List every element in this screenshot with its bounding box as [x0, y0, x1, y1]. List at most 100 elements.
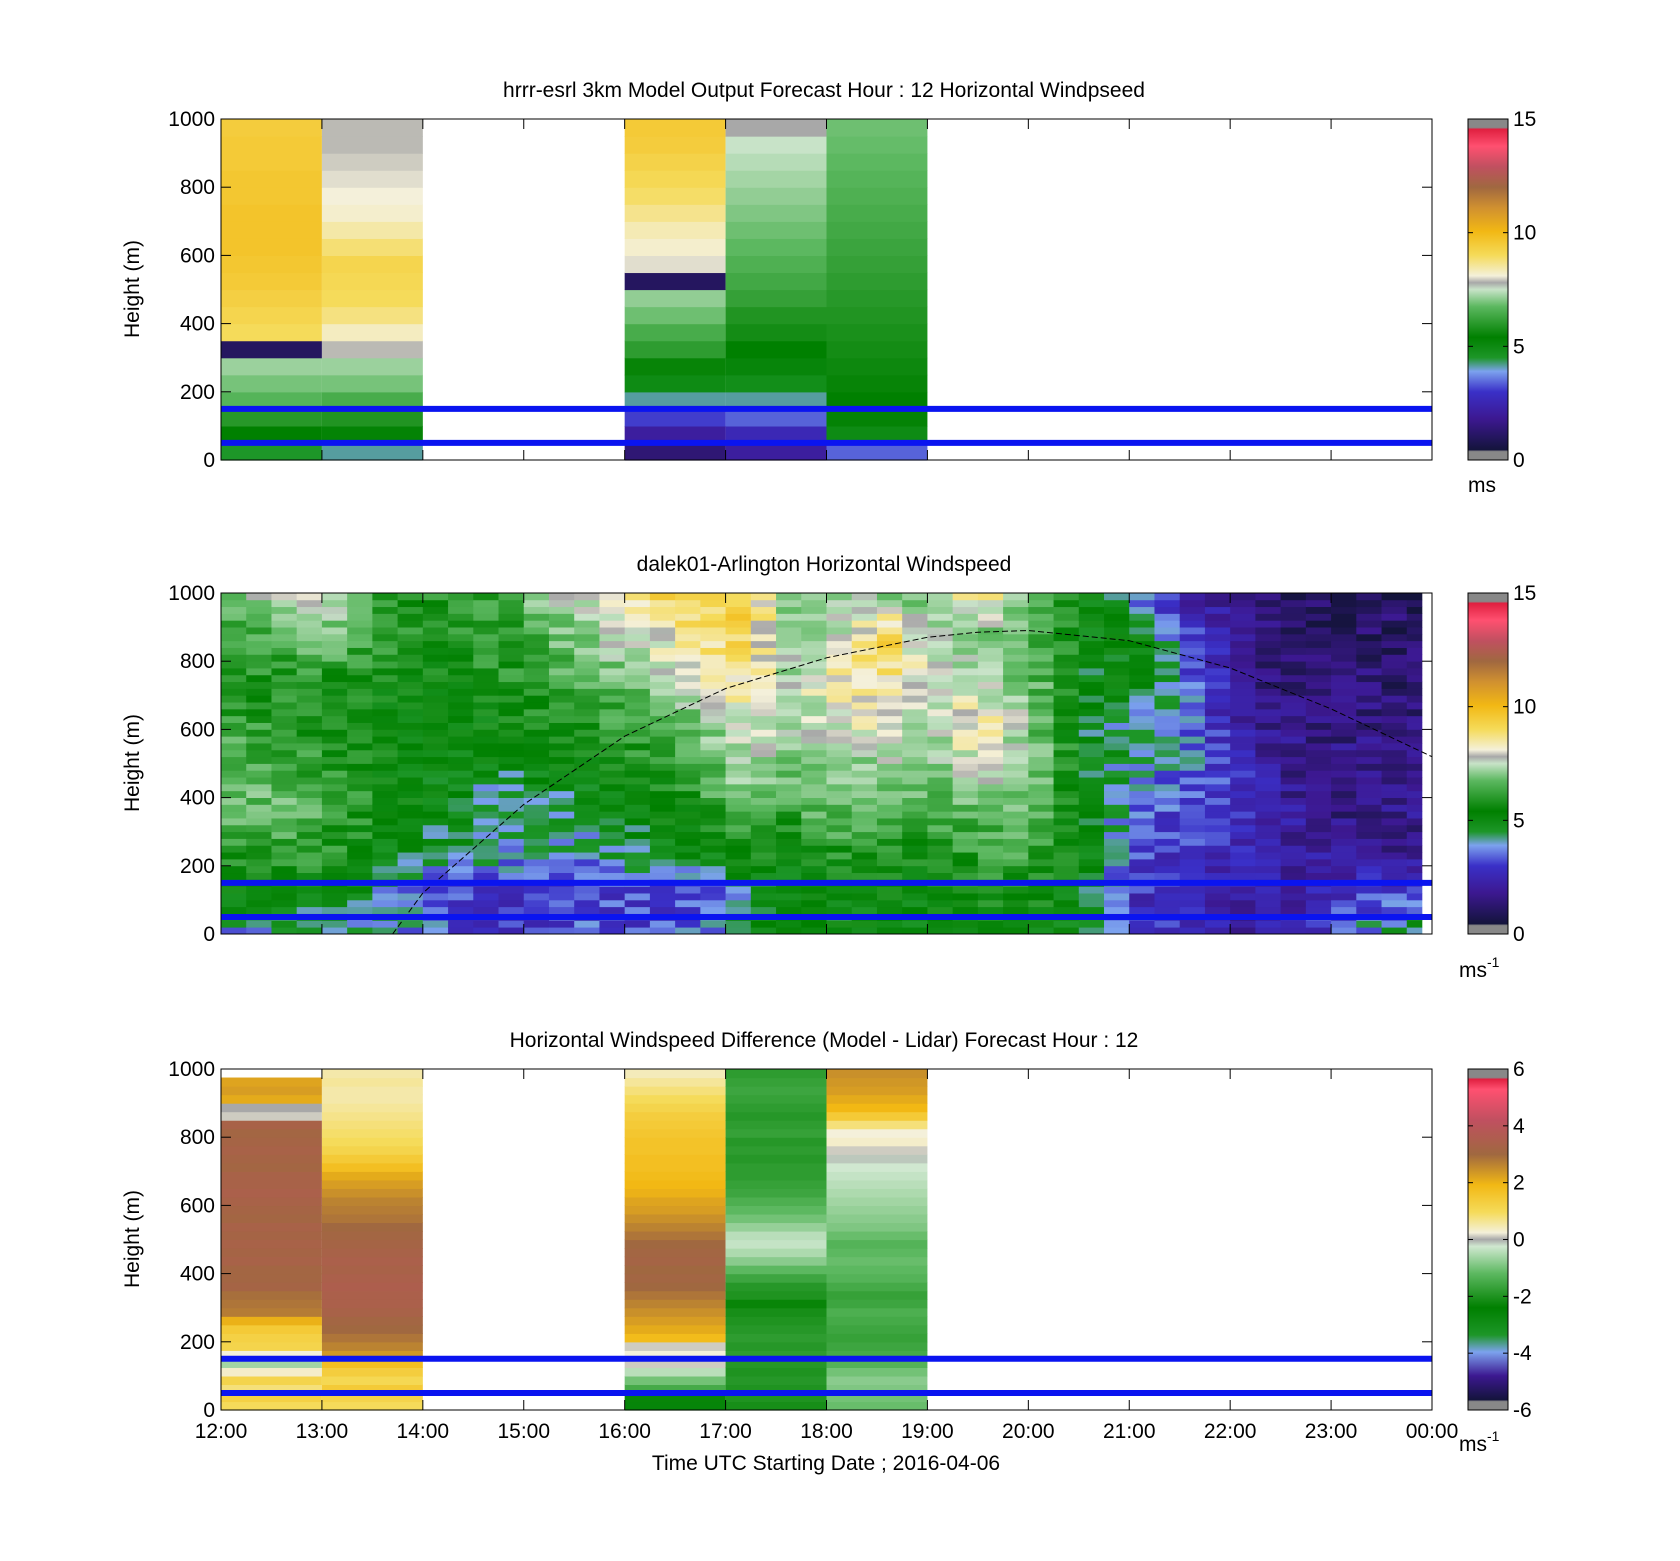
- heatmap-cell: [1129, 783, 1155, 792]
- heatmap-cell: [1255, 838, 1282, 846]
- heatmap-cell: [321, 811, 348, 819]
- heatmap-cell: [1053, 702, 1080, 710]
- heatmap-cell: [1078, 777, 1105, 785]
- heatmap-cell: [902, 756, 928, 764]
- heatmap-cell: [422, 640, 449, 648]
- heatmap-cell: [649, 865, 676, 874]
- heatmap-cell: [1230, 824, 1256, 833]
- heatmap-cell: [221, 1265, 322, 1275]
- heatmap-cell: [1154, 858, 1181, 867]
- heatmap-cell: [725, 927, 752, 935]
- heatmap-cell: [473, 661, 499, 669]
- heatmap-cell: [1154, 886, 1181, 894]
- heatmap-cell: [574, 865, 600, 874]
- heatmap-cell: [876, 770, 903, 778]
- heatmap-cell: [1154, 770, 1181, 778]
- x-tick-label: 17:00: [699, 1420, 752, 1443]
- heatmap-cell: [271, 715, 298, 723]
- heatmap-cell: [624, 1086, 726, 1096]
- heatmap-cell: [397, 668, 424, 676]
- heatmap-cell: [776, 845, 802, 853]
- heatmap-cell: [624, 1290, 726, 1300]
- heatmap-cell: [1331, 797, 1357, 805]
- heatmap-cell: [221, 797, 247, 805]
- heatmap-cell: [296, 852, 323, 860]
- heatmap-cell: [599, 702, 626, 710]
- heatmap-cell: [296, 695, 323, 703]
- x-tick-label: 15:00: [497, 1420, 550, 1443]
- heatmap-cell: [1003, 661, 1029, 669]
- heatmap-cell: [548, 708, 575, 717]
- heatmap-cell: [574, 708, 600, 717]
- heatmap-cell: [826, 708, 853, 717]
- heatmap-cell: [624, 1375, 726, 1386]
- heatmap-cell: [1331, 804, 1357, 812]
- colorbar-tick-label: 10: [1513, 222, 1536, 245]
- heatmap-cell: [1255, 818, 1282, 826]
- heatmap-cell: [1053, 838, 1080, 846]
- heatmap-cell: [1356, 893, 1382, 901]
- heatmap-cell: [1280, 865, 1307, 874]
- heatmap-cell: [801, 763, 827, 771]
- model-panel: hrrr-esrl 3km Model Output Forecast Hour…: [121, 79, 1536, 497]
- heatmap-cell: [675, 927, 701, 935]
- heatmap-cell: [321, 899, 348, 908]
- heatmap-cell: [523, 872, 550, 880]
- heatmap-cell: [347, 763, 373, 771]
- heatmap-cell: [1154, 606, 1181, 614]
- heatmap-cell: [448, 845, 474, 853]
- heatmap-cell: [1255, 688, 1282, 696]
- heatmap-cell: [902, 790, 928, 798]
- heatmap-cell: [599, 688, 626, 696]
- heatmap-cell: [826, 674, 853, 683]
- heatmap-cell: [221, 893, 247, 901]
- heatmap-cell: [725, 831, 752, 839]
- heatmap-cell: [624, 1333, 726, 1343]
- heatmap-cell: [1356, 886, 1382, 894]
- heatmap-cell: [776, 722, 802, 730]
- heatmap-cell: [221, 743, 247, 751]
- heatmap-cell: [801, 899, 827, 908]
- heatmap-cell: [649, 688, 676, 696]
- heatmap-cell: [448, 811, 474, 819]
- heatmap-cell: [977, 818, 1004, 826]
- heatmap-cell: [321, 408, 423, 427]
- heatmap-cell: [649, 681, 676, 689]
- heatmap-cell: [422, 599, 449, 608]
- heatmap-cell: [624, 1401, 726, 1411]
- heatmap-cell: [1154, 831, 1181, 839]
- heatmap-cell: [296, 627, 323, 635]
- heatmap-cell: [750, 702, 777, 710]
- heatmap-cell: [221, 640, 247, 648]
- heatmap-cell: [1078, 647, 1105, 655]
- heatmap-cell: [700, 824, 726, 833]
- heatmap-cell: [801, 729, 827, 737]
- heatmap-cell: [927, 831, 954, 839]
- heatmap-cell: [372, 838, 399, 846]
- heatmap-cell: [1104, 831, 1130, 839]
- heatmap-cell: [851, 593, 878, 601]
- heatmap-cell: [473, 599, 499, 608]
- heatmap-cell: [246, 858, 272, 867]
- heatmap-cell: [422, 886, 449, 894]
- heatmap-cell: [675, 906, 701, 914]
- heatmap-cell: [221, 1213, 322, 1224]
- heatmap-cell: [523, 661, 550, 669]
- heatmap-cell: [1053, 777, 1080, 785]
- heatmap-cell: [498, 763, 525, 771]
- heatmap-cell: [725, 1299, 827, 1309]
- heatmap-cell: [574, 790, 600, 798]
- heatmap-cell: [221, 119, 322, 137]
- heatmap-cell: [624, 927, 651, 935]
- heatmap-cell: [1230, 593, 1256, 601]
- heatmap-cell: [851, 620, 878, 628]
- heatmap-cell: [372, 818, 399, 826]
- heatmap-cell: [1356, 633, 1382, 642]
- heatmap-cell: [700, 593, 726, 601]
- heatmap-cell: [1230, 811, 1256, 819]
- heatmap-cell: [448, 899, 474, 908]
- heatmap-cell: [321, 695, 348, 703]
- heatmap-cell: [372, 702, 399, 710]
- heatmap-cell: [221, 1333, 322, 1343]
- heatmap-cell: [523, 886, 550, 894]
